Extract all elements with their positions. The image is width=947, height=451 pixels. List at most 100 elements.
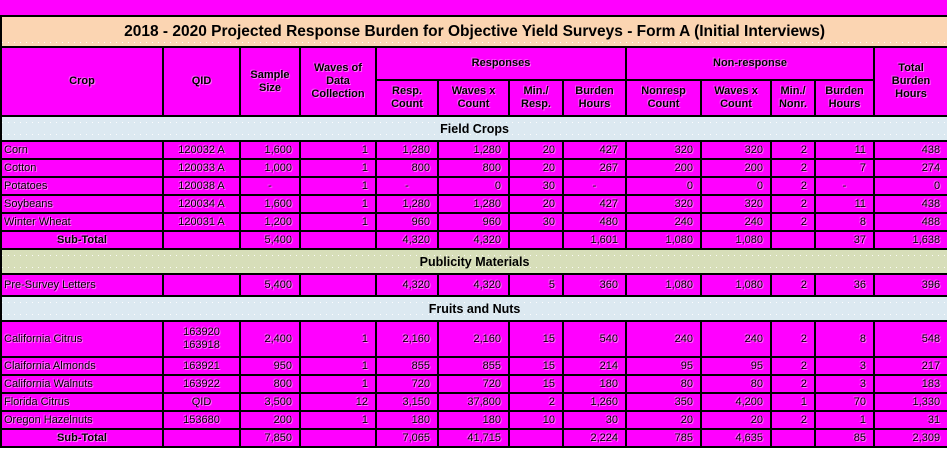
- header-row-groups: Crop QID Sample Size Waves of Data Colle…: [0, 46, 947, 117]
- cell-nonresp-burden-hours: -: [814, 176, 875, 196]
- cell-nonresp-burden-hours: 3: [814, 356, 875, 376]
- table-row: California Citrus 163920 163918 2,400 1 …: [0, 320, 947, 358]
- cell-waves: 1: [299, 374, 377, 394]
- cell-sample-size: -: [239, 176, 301, 196]
- table-row: Soybeans 120034 A 1,600 1 1,280 1,280 20…: [0, 194, 947, 214]
- cell-sample-size: 1,600: [239, 140, 301, 160]
- cell-nonresp-waves-x-count: 1,080: [700, 230, 772, 250]
- cell-resp-waves-x-count: 41,715: [437, 428, 510, 448]
- cell-crop: California Walnuts: [0, 374, 164, 394]
- table-row: Claifornia Almonds 163921 950 1 855 855 …: [0, 356, 947, 376]
- cell-resp-waves-x-count: 4,320: [437, 273, 510, 297]
- cell-resp-waves-x-count: 800: [437, 158, 510, 178]
- cell-resp-count: 4,320: [375, 230, 439, 250]
- cell-nonresp-waves-x-count: 200: [700, 158, 772, 178]
- cell-waves: 1: [299, 320, 377, 358]
- cell-waves: 1: [299, 194, 377, 214]
- cell-resp-count: 1,280: [375, 140, 439, 160]
- cell-resp-count: 960: [375, 212, 439, 232]
- col-header-resp-burden-hours: Burden Hours: [562, 79, 627, 117]
- col-header-nonresp-waves-x-count: Waves x Count: [700, 79, 772, 117]
- cell-min-per-resp: 5: [508, 273, 564, 297]
- cell-min-per-resp: 20: [508, 158, 564, 178]
- cell-min-per-resp: [508, 230, 564, 250]
- cell-resp-count: 1,280: [375, 194, 439, 214]
- table-row: Pre-Survey Letters 5,400 4,320 4,320 5 3…: [0, 273, 947, 297]
- table-row: Corn 120032 A 1,600 1 1,280 1,280 20 427…: [0, 140, 947, 160]
- col-header-total-burden: Total Burden Hours: [872, 46, 947, 117]
- cell-qid: 120031 A: [162, 212, 241, 232]
- cell-sample-size: 5,400: [239, 230, 301, 250]
- cell-qid: 153680: [162, 410, 241, 430]
- cell-nonresp-waves-x-count: 240: [700, 320, 772, 358]
- cell-waves: [299, 273, 377, 297]
- table-title: 2018 - 2020 Projected Response Burden fo…: [0, 15, 947, 48]
- cell-nonresp-waves-x-count: 240: [700, 212, 772, 232]
- cell-qid: 120038 A: [162, 176, 241, 196]
- cell-min-per-nonresp: 2: [770, 140, 816, 160]
- cell-nonresp-count: 1,080: [625, 230, 702, 250]
- cell-min-per-nonresp: 2: [770, 158, 816, 178]
- cell-sample-size: 1,200: [239, 212, 301, 232]
- cell-total-burden-hours: 31: [872, 410, 947, 430]
- col-header-nonresp-burden-hours: Burden Hours: [814, 79, 875, 117]
- cell-resp-count: 720: [375, 374, 439, 394]
- cell-resp-count: 4,320: [375, 273, 439, 297]
- cell-nonresp-burden-hours: 3: [814, 374, 875, 394]
- cell-min-per-resp: 20: [508, 140, 564, 160]
- cell-min-per-nonresp: 2: [770, 374, 816, 394]
- cell-resp-count: 180: [375, 410, 439, 430]
- cell-total-burden-hours: 438: [872, 140, 947, 160]
- cell-nonresp-count: 350: [625, 392, 702, 412]
- cell-resp-burden-hours: 2,224: [562, 428, 627, 448]
- title-row: 2018 - 2020 Projected Response Burden fo…: [0, 15, 947, 48]
- cell-sample-size: 7,850: [239, 428, 301, 448]
- cell-resp-count: 800: [375, 158, 439, 178]
- cell-nonresp-count: 200: [625, 158, 702, 178]
- cell-min-per-nonresp: 2: [770, 273, 816, 297]
- top-strip: [0, 0, 947, 15]
- cell-waves: 1: [299, 212, 377, 232]
- section-band-fruits-and-nuts: Fruits and Nuts: [0, 295, 947, 322]
- cell-qid: QID: [162, 392, 241, 412]
- cell-sample-size: 200: [239, 410, 301, 430]
- cell-resp-waves-x-count: 960: [437, 212, 510, 232]
- col-header-waves: Waves of Data Collection: [299, 46, 377, 117]
- cell-resp-burden-hours: 180: [562, 374, 627, 394]
- cell-min-per-nonresp: 2: [770, 410, 816, 430]
- cell-total-burden-hours: 1,330: [872, 392, 947, 412]
- cell-resp-waves-x-count: 720: [437, 374, 510, 394]
- cell-crop: Potatoes: [0, 176, 164, 196]
- col-header-qid: QID: [162, 46, 241, 117]
- cell-nonresp-count: 1,080: [625, 273, 702, 297]
- cell-crop: California Citrus: [0, 320, 164, 358]
- cell-resp-waves-x-count: 2,160: [437, 320, 510, 358]
- burden-table: 2018 - 2020 Projected Response Burden fo…: [0, 15, 947, 448]
- cell-resp-count: 855: [375, 356, 439, 376]
- section-band-row: Fruits and Nuts: [0, 295, 947, 322]
- cell-total-burden-hours: 396: [872, 273, 947, 297]
- col-header-min-per-resp: Min./ Resp.: [508, 79, 564, 117]
- cell-nonresp-burden-hours: 1: [814, 410, 875, 430]
- cell-resp-count: -: [375, 176, 439, 196]
- cell-nonresp-waves-x-count: 1,080: [700, 273, 772, 297]
- cell-resp-burden-hours: -: [562, 176, 627, 196]
- cell-resp-count: 7,065: [375, 428, 439, 448]
- cell-nonresp-waves-x-count: 4,200: [700, 392, 772, 412]
- cell-min-per-resp: [508, 428, 564, 448]
- cell-qid: [162, 230, 241, 250]
- cell-nonresp-waves-x-count: 4,635: [700, 428, 772, 448]
- cell-total-burden-hours: 488: [872, 212, 947, 232]
- cell-waves: 1: [299, 410, 377, 430]
- cell-nonresp-count: 320: [625, 140, 702, 160]
- cell-resp-burden-hours: 30: [562, 410, 627, 430]
- cell-nonresp-waves-x-count: 320: [700, 194, 772, 214]
- col-header-crop: Crop: [0, 46, 164, 117]
- cell-total-burden-hours: 548: [872, 320, 947, 358]
- subtotal-row: Sub-Total 7,850 7,065 41,715 2,224 785 4…: [0, 428, 947, 448]
- cell-resp-burden-hours: 360: [562, 273, 627, 297]
- cell-resp-burden-hours: 427: [562, 140, 627, 160]
- section-band-field-crops: Field Crops: [0, 115, 947, 142]
- cell-sample-size: 950: [239, 356, 301, 376]
